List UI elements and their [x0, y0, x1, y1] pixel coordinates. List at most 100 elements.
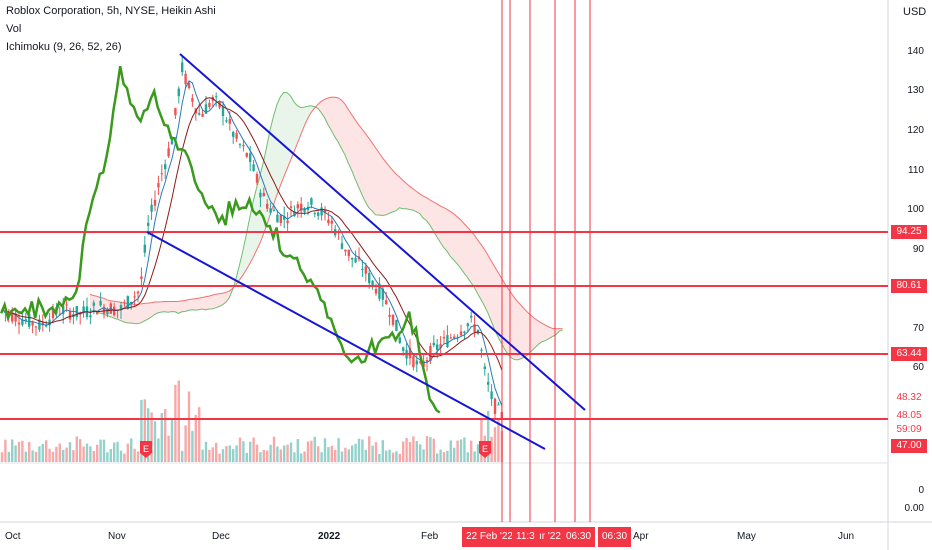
volume-axis-zero: 0 — [918, 485, 924, 496]
cloud-segment — [535, 318, 539, 348]
chart-title[interactable]: Roblox Corporation, 5h, NYSE, Heikin Ash… — [6, 5, 216, 17]
cloud-segment — [341, 100, 345, 155]
candle-body — [361, 268, 364, 271]
cloud-segment — [460, 219, 464, 273]
volume-bar — [344, 447, 347, 462]
candle-body — [31, 322, 34, 326]
volume-bar — [317, 446, 320, 462]
cloud-segment — [280, 92, 284, 186]
candle-body — [157, 183, 160, 188]
cloud-segment — [324, 98, 328, 125]
volume-bar — [119, 450, 123, 462]
volume-bar — [303, 451, 306, 462]
x-tick-feb: Feb — [421, 531, 439, 542]
volume-bar — [211, 447, 214, 462]
earnings-marker-feb[interactable]: E — [479, 441, 491, 458]
candle-body — [313, 213, 316, 215]
cloud-segment — [368, 138, 373, 211]
volume-bar — [130, 438, 133, 462]
earnings-marker-nov[interactable]: E — [140, 441, 152, 458]
cloud-segment — [348, 109, 352, 171]
candle-body — [96, 312, 99, 315]
volume-bars — [0, 380, 503, 462]
currency-label[interactable]: USD — [903, 6, 927, 18]
cloud-segment — [263, 146, 267, 235]
cloud-segment — [164, 301, 169, 313]
candle-body — [453, 336, 456, 339]
candle-body — [215, 96, 218, 98]
volume-bar — [327, 447, 330, 462]
volume-bar — [157, 438, 160, 462]
ichimoku-lagging-span — [0, 65, 441, 414]
candle-body — [473, 324, 476, 332]
volume-bar — [255, 444, 259, 462]
badge-47-00: 47.00 — [891, 439, 927, 453]
volume-bar — [68, 442, 72, 462]
candle-body — [48, 319, 51, 326]
candle-body — [493, 398, 497, 415]
cloud-segment — [351, 114, 356, 180]
x-tick-dec: Dec — [212, 531, 230, 542]
volume-bar — [92, 450, 95, 462]
volume-bar — [395, 451, 398, 462]
volume-bar — [147, 408, 150, 462]
candle-body — [24, 319, 27, 322]
ichimoku-legend[interactable]: Ichimoku (9, 26, 52, 26) — [6, 41, 122, 53]
cloud-segment — [542, 323, 546, 342]
volume-bar — [143, 399, 146, 462]
badge-48-05: 48.05 — [891, 409, 927, 423]
volume-bar — [310, 440, 313, 462]
candle-body — [279, 214, 282, 224]
candle-body — [106, 309, 109, 315]
cloud-segment — [134, 304, 138, 324]
volume-bar — [337, 438, 340, 462]
candle-body — [198, 113, 201, 115]
candle-body — [160, 173, 163, 175]
candle-body — [89, 315, 92, 318]
x-tick-may: May — [737, 531, 756, 542]
cloud-segment — [188, 299, 192, 311]
cloud-segment — [338, 97, 342, 149]
volume-bar — [55, 446, 58, 462]
cloud-segment — [161, 301, 165, 312]
volume-bar — [425, 436, 429, 462]
cloud-segment — [147, 302, 152, 320]
candle-body — [388, 314, 391, 317]
candle-body — [436, 344, 439, 351]
cloud-segment — [433, 201, 437, 237]
candle-body — [167, 148, 170, 157]
volume-bar — [266, 450, 269, 462]
cloud-segment — [294, 101, 298, 152]
volume-bar — [402, 441, 405, 462]
volume-bar — [456, 440, 459, 462]
volume-bar — [194, 414, 197, 462]
candle-body — [82, 306, 85, 314]
volume-bar — [99, 439, 102, 462]
volume-bar — [82, 446, 85, 462]
volume-bar — [184, 425, 187, 462]
candle-body — [262, 192, 265, 197]
candle-body — [364, 266, 367, 274]
cloud-segment — [307, 105, 311, 119]
volume-bar — [368, 436, 371, 462]
cloud-segment — [467, 227, 471, 283]
volume-bar — [361, 439, 364, 462]
volume-bar — [181, 450, 184, 462]
cloud-segment — [226, 290, 230, 303]
vol-legend[interactable]: Vol — [6, 23, 22, 35]
lower-trendline[interactable] — [146, 231, 546, 450]
ichimoku-cloud — [89, 91, 563, 361]
candle-body — [300, 203, 303, 211]
upper-trendline[interactable] — [179, 53, 586, 411]
candle-body — [327, 219, 330, 224]
y-tick-60: 60 — [912, 362, 924, 373]
x-tick-oct: Oct — [5, 531, 21, 542]
candle-body — [351, 257, 354, 260]
cloud-segment — [137, 303, 141, 324]
y-tick-90: 90 — [912, 244, 924, 255]
volume-axis-zero-decimal: 0.00 — [904, 503, 924, 514]
vertical-time-lines[interactable] — [501, 0, 591, 522]
cloud-segment — [470, 230, 475, 288]
volume-bar — [300, 453, 303, 462]
